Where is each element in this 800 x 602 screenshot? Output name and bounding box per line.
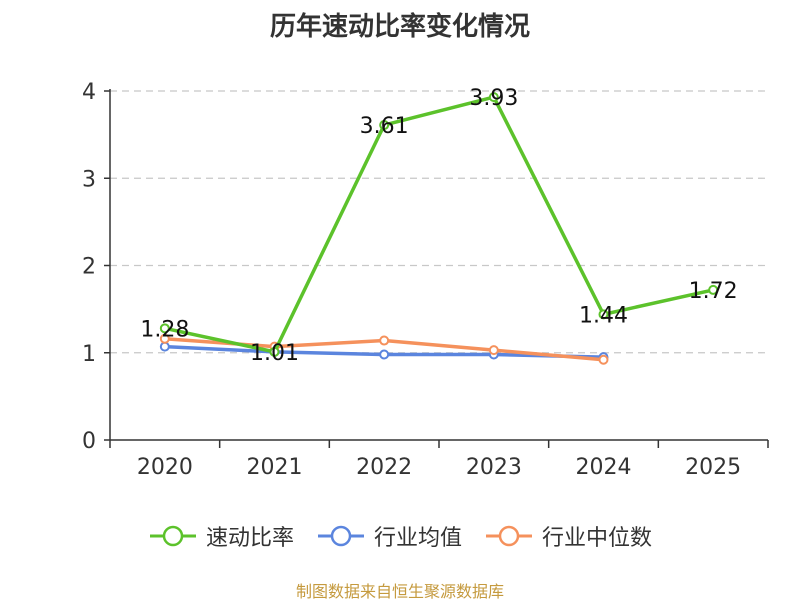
data-label: 1.44 (579, 303, 628, 328)
series-layer (159, 92, 719, 365)
data-point (379, 349, 390, 360)
data-label: 3.61 (360, 114, 409, 139)
legend-label: 行业均值 (373, 526, 462, 551)
source-note: 制图数据来自恒生聚源数据库 (295, 582, 504, 601)
legend-label: 行业中位数 (542, 526, 653, 551)
data-point (379, 335, 390, 346)
x-tick-label: 2021 (247, 455, 303, 480)
data-label: 1.28 (140, 317, 189, 342)
data-point (379, 120, 390, 131)
y-axis: 0 1 2 3 4 (82, 80, 111, 454)
legend-item[interactable]: 行业均值 (316, 520, 462, 552)
y-tick-label: 3 (82, 167, 96, 192)
chart-title: 历年速动比率变化情况 (269, 12, 530, 42)
series-line-0 (164, 95, 714, 354)
data-point (159, 341, 170, 352)
y-tick-label: 2 (82, 255, 96, 280)
legend-item[interactable]: 行业中位数 (484, 520, 652, 552)
grid-lines (110, 90, 768, 354)
data-labels: 1.28 1.01 3.61 3.93 1.44 1.72 (140, 86, 737, 366)
x-tick-label: 2023 (466, 455, 522, 480)
y-tick-label: 1 (82, 342, 96, 367)
data-label: 3.93 (469, 86, 518, 111)
data-point (708, 284, 719, 295)
legend-label: 速动比率 (205, 526, 294, 551)
data-point (598, 354, 609, 365)
x-tick-label: 2020 (137, 455, 193, 480)
data-point (488, 92, 499, 103)
legend-item[interactable]: 速动比率 (148, 520, 294, 552)
data-point (598, 309, 609, 320)
legend-swatch (317, 525, 364, 547)
x-tick-label: 2025 (685, 455, 741, 480)
data-point (269, 346, 280, 357)
y-tick-label: 4 (82, 80, 96, 105)
legend: 速动比率 行业均值 行业中位数 (0, 520, 800, 552)
data-point (159, 333, 170, 344)
legend-swatch (149, 525, 196, 547)
legend-swatch (486, 525, 532, 547)
x-tick-label: 2022 (356, 455, 412, 480)
x-axis: 2020 2021 2022 2023 2024 2025 (109, 439, 769, 480)
data-point (159, 323, 170, 334)
y-tick-label: 0 (82, 429, 96, 454)
data-label: 1.72 (689, 279, 738, 304)
x-tick-label: 2024 (576, 455, 632, 480)
data-point (488, 345, 499, 356)
data-label: 1.01 (250, 341, 299, 366)
